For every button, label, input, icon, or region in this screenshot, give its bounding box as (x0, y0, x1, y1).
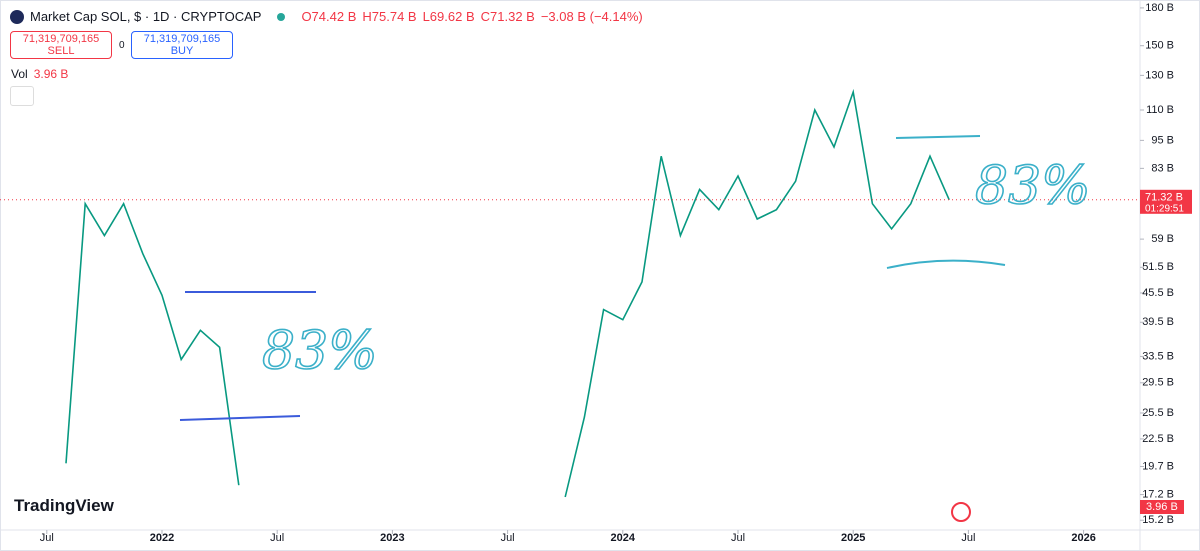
y-tick-label: 59 B (1151, 233, 1174, 245)
y-tick-label: 51.5 B (1142, 261, 1174, 273)
low: L69.62 B (422, 9, 475, 24)
y-tick-label: 17.2 B (1142, 489, 1174, 501)
y-tick-label: 39.5 B (1142, 316, 1174, 328)
open: O74.42 B (301, 9, 357, 24)
y-tick-label: 150 B (1145, 40, 1174, 52)
title: Market Cap SOL, $ · 1D · CRYPTOCAP (30, 9, 262, 24)
x-tick-label: Jul (961, 532, 975, 544)
symbol-icon (10, 9, 24, 24)
status-dot (277, 12, 286, 21)
x-tick-label: Jul (501, 532, 515, 544)
countdown: 01:29:51 (1145, 203, 1184, 214)
y-tick-label: 25.5 B (1142, 407, 1174, 419)
annotation: 83% (975, 157, 1091, 217)
sell-button[interactable]: 71,319,709,165 SELL (10, 31, 112, 59)
drawing-curve (886, 259, 1006, 269)
high: H75.74 B (362, 9, 417, 24)
buy-label: BUY (170, 45, 194, 57)
y-tick-label: 130 B (1145, 69, 1174, 81)
x-tick-label: 2023 (380, 532, 404, 544)
vol-value: 3.96 B (33, 67, 69, 81)
header: Market Cap SOL, $ · 1D · CRYPTOCAP O74.4… (10, 9, 643, 24)
y-tick-label: 95 B (1151, 134, 1174, 146)
change: −3.08 B (−4.14%) (540, 9, 643, 24)
volume-legend: Vol 3.96 B (11, 67, 68, 81)
buy-price: 71,319,709,165 (143, 33, 221, 45)
vol-label: Vol (11, 67, 28, 81)
x-tick-label: 2024 (611, 532, 636, 544)
y-tick-label: 83 B (1151, 162, 1174, 174)
x-tick-label: 2022 (150, 532, 174, 544)
price-line (65, 88, 950, 498)
drawing-line (179, 415, 301, 421)
sell-label: SELL (47, 45, 75, 57)
x-tick-label: Jul (270, 532, 284, 544)
buy-button[interactable]: 71,319,709,165 BUY (131, 31, 233, 59)
volume-value: 3.96 B (1146, 501, 1178, 513)
y-tick-label: 180 B (1145, 2, 1174, 14)
x-tick-label: Jul (731, 532, 745, 544)
y-tick-label: 15.2 B (1142, 514, 1174, 526)
last-price-label: 71.32 B (1145, 192, 1183, 204)
y-tick-label: 22.5 B (1142, 433, 1174, 445)
x-tick-label: 2025 (841, 532, 865, 544)
logo: TradingView (14, 496, 114, 515)
annotation: 83% (262, 322, 378, 382)
collapse-button[interactable] (10, 86, 34, 106)
y-tick-label: 29.5 B (1142, 377, 1174, 389)
y-tick-label: 33.5 B (1142, 350, 1174, 362)
flag-icon (951, 502, 971, 522)
volume-box (1140, 500, 1184, 514)
sell-price: 71,319,709,165 (22, 33, 100, 45)
y-tick-label: 19.7 B (1142, 460, 1174, 472)
drawing-line (895, 135, 981, 139)
close: C71.32 B (480, 9, 535, 24)
x-tick-label: 2026 (1071, 532, 1095, 544)
y-tick-label: 110 B (1146, 104, 1174, 116)
last-price-box (1140, 189, 1192, 214)
spread: 0 (119, 40, 125, 51)
x-tick-label: Jul (40, 532, 54, 544)
y-tick-label: 45.5 B (1142, 287, 1174, 299)
